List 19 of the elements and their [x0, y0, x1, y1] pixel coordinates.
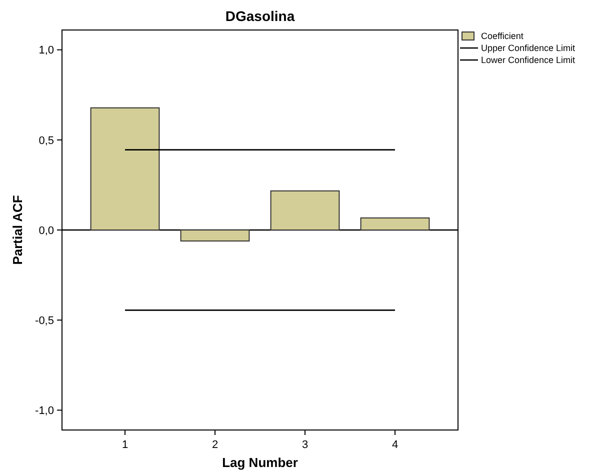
bar: [180, 230, 250, 242]
y-tick-label: 1,0: [38, 44, 54, 57]
legend-label: Upper Confidence Limit: [481, 43, 576, 54]
y-tick-label: -1,0: [35, 405, 54, 418]
x-axis-title: Lag Number: [222, 455, 298, 470]
x-tick-label: 4: [392, 439, 398, 451]
x-tick-label: 2: [212, 439, 218, 451]
legend-label: Coefficient: [481, 31, 524, 42]
x-tick-label: 1: [122, 439, 128, 451]
bar: [270, 190, 340, 230]
bar: [90, 107, 160, 230]
y-tick-label: -0,5: [35, 314, 54, 327]
y-axis-title: Partial ACF: [10, 195, 25, 265]
y-tick-label: 0,5: [38, 134, 54, 147]
legend-label: Lower Confidence Limit: [481, 55, 576, 66]
x-tick-label: 3: [302, 439, 308, 451]
chart-title: DGasolina: [225, 8, 295, 24]
bar: [360, 217, 430, 230]
y-tick-label: 0,0: [38, 224, 54, 237]
